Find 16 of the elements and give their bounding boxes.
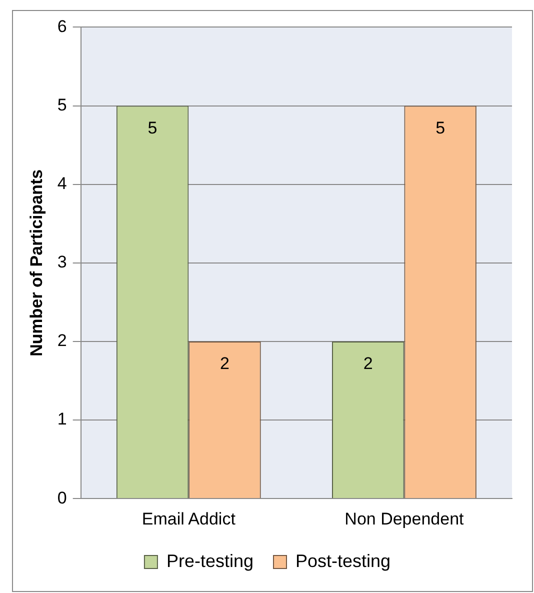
- y-axis-title: Number of Participants: [26, 169, 46, 356]
- y-tick-label: 0: [57, 488, 67, 508]
- y-tick-label: 5: [57, 95, 67, 114]
- y-tick-label: 3: [57, 252, 67, 272]
- y-tick-label: 1: [57, 410, 67, 429]
- legend-label: Pre-testing: [166, 550, 254, 571]
- x-tick-label: Non Dependent: [344, 509, 464, 528]
- y-tick-label: 4: [57, 174, 67, 194]
- legend-label: Post-testing: [295, 550, 391, 571]
- x-tick-label: Email Addict: [142, 509, 236, 528]
- data-label: 2: [220, 354, 230, 374]
- y-tick-label: 6: [57, 16, 67, 36]
- data-label: 5: [148, 118, 158, 138]
- y-tick-label: 2: [57, 331, 67, 350]
- data-label: 5: [436, 118, 446, 138]
- data-label: 2: [363, 354, 373, 374]
